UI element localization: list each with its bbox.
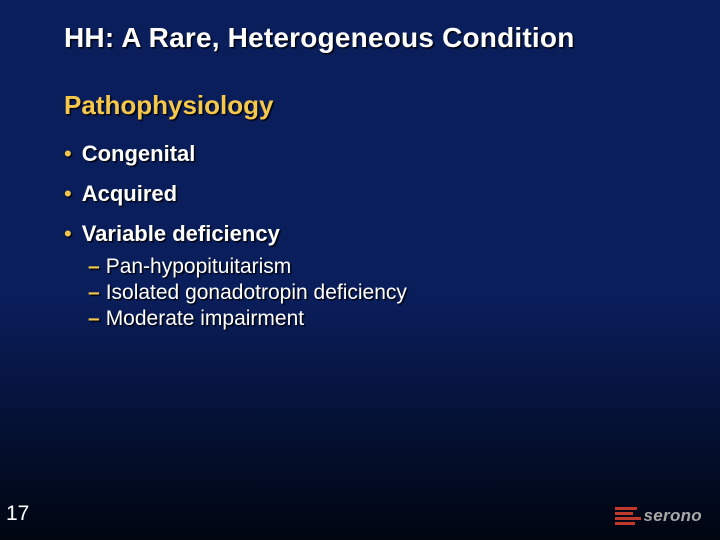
slide-subtitle: Pathophysiology — [64, 90, 720, 121]
slide-title: HH: A Rare, Heterogeneous Condition — [64, 22, 720, 54]
bullet-text: Acquired — [82, 181, 177, 207]
bullet-dot-icon: • — [64, 143, 72, 165]
bullet-text: Variable deficiency — [82, 221, 280, 247]
bullet-item: • Acquired — [64, 181, 720, 207]
dash-icon: – — [88, 281, 100, 305]
sub-bullet-list: – Pan-hypopituitarism – Isolated gonadot… — [88, 255, 720, 331]
bullet-text: Congenital — [82, 141, 196, 167]
logo: serono — [615, 506, 702, 526]
page-number: 17 — [6, 502, 29, 526]
logo-text: serono — [644, 506, 702, 526]
bullet-item: • Variable deficiency — [64, 221, 720, 247]
sub-bullet-item: – Pan-hypopituitarism — [88, 255, 720, 279]
dash-icon: – — [88, 255, 100, 279]
sub-bullet-item: – Moderate impairment — [88, 307, 720, 331]
sub-bullet-text: Isolated gonadotropin deficiency — [106, 281, 407, 305]
sub-bullet-text: Pan-hypopituitarism — [106, 255, 292, 279]
bullet-dot-icon: • — [64, 223, 72, 245]
bullet-dot-icon: • — [64, 183, 72, 205]
bullet-item: • Congenital — [64, 141, 720, 167]
sub-bullet-item: – Isolated gonadotropin deficiency — [88, 281, 720, 305]
slide: HH: A Rare, Heterogeneous Condition Path… — [0, 0, 720, 540]
logo-bars-icon — [615, 507, 641, 525]
sub-bullet-text: Moderate impairment — [106, 307, 304, 331]
dash-icon: – — [88, 307, 100, 331]
